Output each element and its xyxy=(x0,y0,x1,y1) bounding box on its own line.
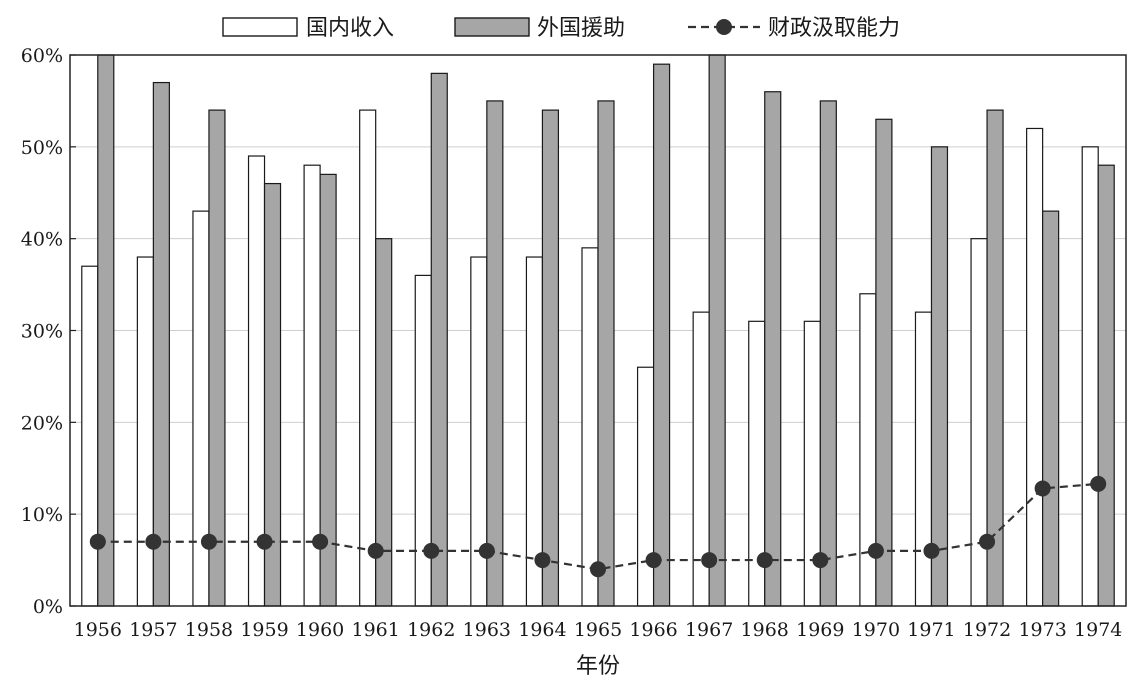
bar-domestic-revenue xyxy=(581,247,599,607)
bar-domestic-revenue xyxy=(636,366,655,607)
bar-domestic-revenue xyxy=(359,109,377,607)
line-point-fiscal-capacity xyxy=(367,542,384,559)
bar-domestic-revenue xyxy=(859,293,877,607)
line-point-fiscal-capacity xyxy=(645,552,662,569)
x-tick-label: 1962 xyxy=(407,619,455,641)
bar-foreign-aid xyxy=(208,109,226,607)
x-tick-label: 1959 xyxy=(240,619,288,641)
line-point-fiscal-capacity xyxy=(200,533,217,550)
bar-domestic-revenue xyxy=(1081,146,1099,607)
bar-domestic-revenue xyxy=(136,256,154,607)
bar-foreign-aid xyxy=(541,109,560,607)
x-tick-label: 1972 xyxy=(963,619,1011,641)
bar-foreign-aid xyxy=(930,146,949,607)
line-point-fiscal-capacity xyxy=(145,533,162,550)
y-tick-label: 0% xyxy=(33,596,63,618)
x-tick-label: 1968 xyxy=(741,619,789,641)
x-tick-label: 1971 xyxy=(907,619,955,641)
x-tick-label: 1974 xyxy=(1074,619,1122,641)
y-tick-label: 60% xyxy=(21,45,63,67)
legend-swatch-foreign-aid xyxy=(454,17,530,37)
x-tick-label: 1960 xyxy=(296,619,344,641)
line-point-fiscal-capacity xyxy=(1034,480,1051,497)
x-tick-label: 1957 xyxy=(129,619,177,641)
line-point-fiscal-capacity xyxy=(1090,475,1107,492)
x-tick-label: 1963 xyxy=(463,619,511,641)
bar-domestic-revenue xyxy=(81,265,99,607)
line-point-fiscal-capacity xyxy=(312,533,329,550)
bar-foreign-aid xyxy=(708,54,726,607)
bar-foreign-aid xyxy=(152,81,170,607)
x-tick-label: 1973 xyxy=(1018,619,1066,641)
bar-foreign-aid xyxy=(1097,164,1115,607)
x-tick-label: 1966 xyxy=(629,619,677,641)
line-point-fiscal-capacity xyxy=(756,552,773,569)
bar-foreign-aid xyxy=(97,54,115,607)
x-tick-label: 1967 xyxy=(685,619,733,641)
y-tick-label: 20% xyxy=(21,412,63,434)
line-point-fiscal-capacity xyxy=(923,542,940,559)
line-point-fiscal-capacity xyxy=(478,542,495,559)
line-point-fiscal-capacity xyxy=(534,552,551,569)
bar-foreign-aid xyxy=(986,109,1004,607)
line-point-fiscal-capacity xyxy=(979,533,996,550)
y-axis-ticks: 0% 10% 20% 30% 40% 50% 60% xyxy=(21,45,76,618)
y-tick-label: 30% xyxy=(21,321,63,343)
bar-foreign-aid xyxy=(875,118,893,607)
line-series xyxy=(89,475,1107,578)
x-axis-title: 年份 xyxy=(576,654,620,679)
x-tick-label: 1961 xyxy=(352,619,400,641)
legend-swatch-domestic-revenue xyxy=(222,17,298,37)
legend-label-domestic-revenue: 国内收入 xyxy=(306,16,394,41)
legend: 国内收入 外国援助 财政汲取能力 xyxy=(222,16,900,41)
line-point-fiscal-capacity xyxy=(256,533,273,550)
line-point-fiscal-capacity xyxy=(423,542,440,559)
bar-foreign-aid xyxy=(764,91,782,607)
bar-foreign-aid xyxy=(430,72,448,607)
y-tick-label: 50% xyxy=(21,137,63,159)
line-point-fiscal-capacity xyxy=(812,552,829,569)
line-point-fiscal-capacity xyxy=(590,561,606,578)
x-axis-ticks: 1956 1957 1958 1959 1960 1961 1962 1963 1964 1965… xyxy=(74,619,1123,641)
bar-domestic-revenue xyxy=(970,238,988,607)
legend-label-fiscal-capacity: 财政汲取能力 xyxy=(768,16,900,41)
x-tick-label: 1970 xyxy=(852,619,900,641)
bar-foreign-aid xyxy=(486,100,504,607)
x-tick-label: 1965 xyxy=(574,619,622,641)
x-tick-label: 1969 xyxy=(796,619,844,641)
legend-label-foreign-aid: 外国援助 xyxy=(537,16,625,41)
bar-foreign-aid xyxy=(652,63,671,607)
x-tick-label: 1964 xyxy=(518,619,566,641)
bar-domestic-revenue xyxy=(1026,127,1044,607)
line-point-fiscal-capacity xyxy=(867,542,884,559)
bar-domestic-revenue xyxy=(914,311,933,607)
line-point-fiscal-capacity xyxy=(701,552,718,569)
legend-marker-fiscal-capacity xyxy=(716,19,732,35)
bar-foreign-aid xyxy=(1042,210,1060,607)
y-tick-label: 10% xyxy=(21,504,63,526)
x-tick-label: 1958 xyxy=(185,619,233,641)
bar-foreign-aid xyxy=(597,100,615,607)
x-tick-label: 1956 xyxy=(74,619,122,641)
y-tick-label: 40% xyxy=(21,229,63,251)
bar-foreign-aid xyxy=(819,100,837,607)
line-point-fiscal-capacity xyxy=(89,533,106,550)
